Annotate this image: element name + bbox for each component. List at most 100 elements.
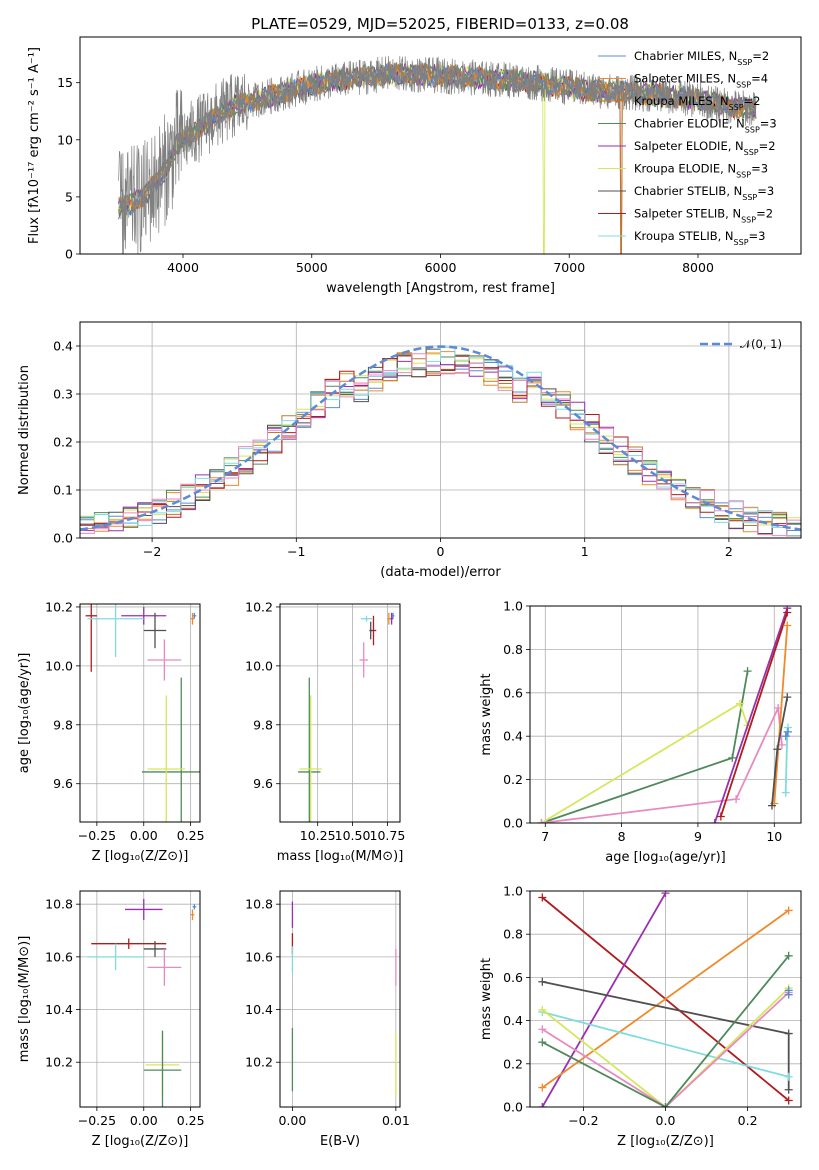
figure-title: PLATE=0529, MJD=52025, FIBERID=0133, z=0…: [251, 15, 629, 33]
plus-marker: [784, 727, 793, 736]
legend-entry: Chabrier MILES, NSSP=2: [634, 49, 769, 67]
data-point: [390, 612, 394, 625]
weight-series: [781, 727, 793, 741]
y-tick-label: 15: [57, 75, 73, 90]
data-point: [298, 677, 321, 822]
y-tick-label: 10.4: [45, 1002, 73, 1017]
plus-marker: [538, 893, 547, 902]
plus-marker: [538, 1005, 547, 1014]
x-tick-label: −2: [143, 544, 161, 559]
massweight_vs_Z-plot-area: [538, 891, 793, 1107]
y-tick-label: 0.0: [53, 531, 73, 546]
residuals-panel: −2 −1 0 1 2 0.0 0.1 0.2 0.3 0.4 (data-model)/error…: [17, 321, 802, 580]
data-point: [360, 615, 373, 622]
x-axis-label: Z [log₁₀(Z/Z⊙)]: [617, 1134, 714, 1149]
legend-entry: 𝒩(0, 1): [740, 337, 782, 351]
x-tick-label: −0.2: [568, 1113, 598, 1128]
x-tick-label: 0.00: [278, 1113, 306, 1128]
plus-marker: [767, 801, 776, 810]
normal-distribution-curve: [80, 345, 801, 531]
plus-marker: [784, 986, 793, 995]
data-point: [147, 948, 182, 986]
y-tick-label: 10.8: [245, 897, 273, 912]
legend-entry: Kroupa STELIB, NSSP=3: [634, 229, 765, 247]
data-point: [147, 695, 185, 822]
x-tick-label: 9: [694, 829, 702, 844]
y-tick-label: 0.0: [503, 1100, 523, 1115]
data-point: [192, 904, 197, 910]
axes-frame: [529, 890, 802, 1108]
plus-marker: [784, 1085, 793, 1094]
data-point: [141, 677, 200, 822]
data-point: [125, 898, 163, 920]
y-axis-label: mass weight: [479, 673, 494, 755]
y-axis-label: Flux [fλ10⁻¹⁷ erg cm⁻² s⁻¹ A⁻¹]: [27, 47, 42, 244]
series-line: [541, 987, 790, 1107]
plus-marker: [537, 819, 546, 823]
plus-marker: [783, 608, 792, 617]
age_vs_Z-panel: −0.25 0.00 0.25 9.6 9.8 10.0 10.2 Z [log₁₀(Z/Z⊙…: [17, 599, 205, 864]
x-tick-label: −0.25: [78, 1113, 116, 1128]
data-point: [190, 909, 195, 920]
plus-marker: [538, 1025, 547, 1034]
age_vs_mass-plot-area: [298, 612, 395, 822]
data-point: [121, 606, 167, 625]
plus-marker: [732, 795, 741, 804]
y-axis-label: mass [log₁₀(M/M⊙)]: [17, 936, 32, 1063]
y-tick-label: 10: [57, 132, 73, 147]
y-tick-label: 10.6: [245, 949, 273, 964]
y-tick-label: 0: [65, 247, 73, 262]
y-tick-label: 0.6: [503, 970, 523, 985]
axes-frame: [529, 605, 802, 824]
x-tick-label: 7: [541, 829, 549, 844]
residuals-plot-area: [80, 345, 801, 537]
plus-marker: [784, 906, 793, 915]
observed-spectrum-line: [118, 56, 757, 254]
weight-series: [716, 608, 792, 821]
plus-marker: [743, 667, 752, 676]
y-tick-label: 0.4: [503, 729, 523, 744]
plus-marker: [784, 951, 793, 960]
series-line: [773, 625, 789, 804]
x-axis-label: wavelength [Angstrom, rest frame]: [326, 281, 555, 296]
plus-marker: [538, 1083, 547, 1092]
plus-marker: [538, 1038, 547, 1047]
series-line: [713, 607, 789, 823]
plus-marker: [661, 1103, 670, 1107]
weight-series: [767, 693, 792, 810]
series-line: [541, 991, 790, 1107]
y-tick-label: 0.3: [53, 387, 73, 402]
x-tick-label: −1: [287, 544, 305, 559]
plus-marker: [661, 891, 670, 898]
x-tick-label: 8000: [682, 260, 714, 275]
data-point: [143, 941, 167, 957]
x-axis-label: mass [log₁₀(M/M⊙)]: [277, 849, 404, 864]
y-tick-label: 9.6: [53, 776, 73, 791]
y-tick-label: 0.2: [503, 772, 523, 787]
plus-marker: [538, 977, 547, 986]
data-point: [387, 612, 391, 625]
x-axis-label: age [log₁₀(age/yr)]: [605, 850, 726, 865]
series-line: [542, 1011, 789, 1078]
x-axis-label: (data-model)/error: [380, 565, 501, 580]
data-point: [85, 604, 97, 672]
x-tick-label: 0.0: [656, 1113, 676, 1128]
weight-series: [538, 977, 793, 1094]
plus-marker: [784, 1072, 793, 1081]
x-tick-label: 8: [618, 829, 626, 844]
legend-entry: Kroupa MILES, NSSP=2: [634, 94, 760, 112]
legend-entry: Kroupa ELODIE, NSSP=3: [634, 162, 768, 180]
axes-frame: [279, 890, 401, 1108]
series-line: [541, 955, 790, 1107]
plus-marker: [773, 745, 782, 754]
x-tick-label: 4000: [167, 260, 199, 275]
x-axis-label: E(B-V): [320, 1134, 360, 1149]
data-point: [143, 612, 167, 649]
spectrum-legend: Chabrier MILES, NSSP=2 Salpeter MILES, NS…: [598, 49, 777, 247]
y-axis-label: age [log₁₀(age/yr)]: [17, 653, 32, 774]
plus-marker: [716, 812, 725, 821]
series-line: [541, 909, 790, 1089]
x-tick-label: 0.01: [382, 1113, 410, 1128]
weight-series: [538, 951, 793, 1107]
residual-histogram: [80, 353, 801, 537]
